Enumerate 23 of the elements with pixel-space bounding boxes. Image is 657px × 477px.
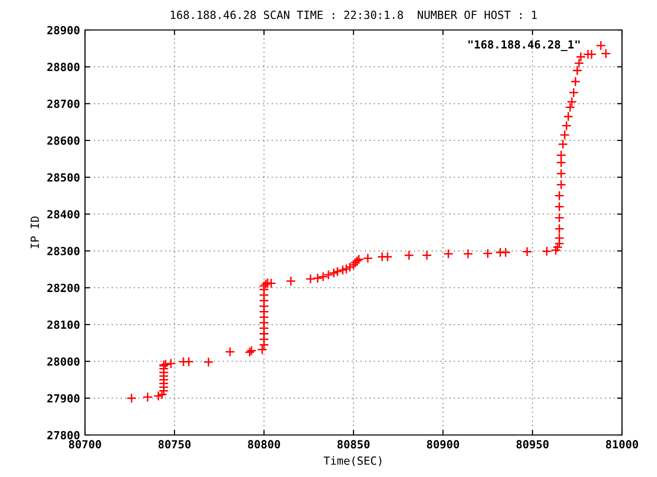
y-tick-label: 27900 bbox=[47, 394, 80, 403]
y-tick-label: 28800 bbox=[47, 62, 80, 72]
y-tick-label: 28400 bbox=[47, 210, 80, 218]
x-tick-label: 80750 bbox=[158, 440, 191, 448]
legend-label: "168.188.46.28_1" bbox=[468, 40, 580, 52]
y-tick-label: 28700 bbox=[47, 100, 80, 108]
x-tick-label: 80850 bbox=[337, 440, 370, 448]
y-tick-label: 28300 bbox=[47, 246, 80, 256]
y-tick-label: 28000 bbox=[47, 357, 80, 366]
y-tick-label: 28600 bbox=[47, 136, 80, 145]
y-tick-label: 28200 bbox=[47, 284, 80, 292]
x-tick-label: 80900 bbox=[426, 440, 460, 449]
y-tick-label: 27800 bbox=[47, 430, 80, 440]
x-axis-title: Time(SEC) bbox=[324, 456, 382, 466]
x-tick-label: 80800 bbox=[248, 440, 280, 448]
y-tick-label: 28100 bbox=[47, 320, 80, 329]
x-tick-label: 80950 bbox=[516, 440, 549, 449]
chart-title: 168.188.46.28 SCAN TIME : 22:30:1.8 NUMBER OF HOST : 1 bbox=[170, 10, 537, 20]
y-tick-label: 28900 bbox=[47, 26, 80, 34]
x-tick-label: 80700 bbox=[68, 440, 102, 448]
y-tick-label: 28500 bbox=[47, 173, 80, 182]
x-tick-label: 81000 bbox=[606, 440, 638, 448]
y-axis-title: IP ID bbox=[30, 216, 39, 248]
